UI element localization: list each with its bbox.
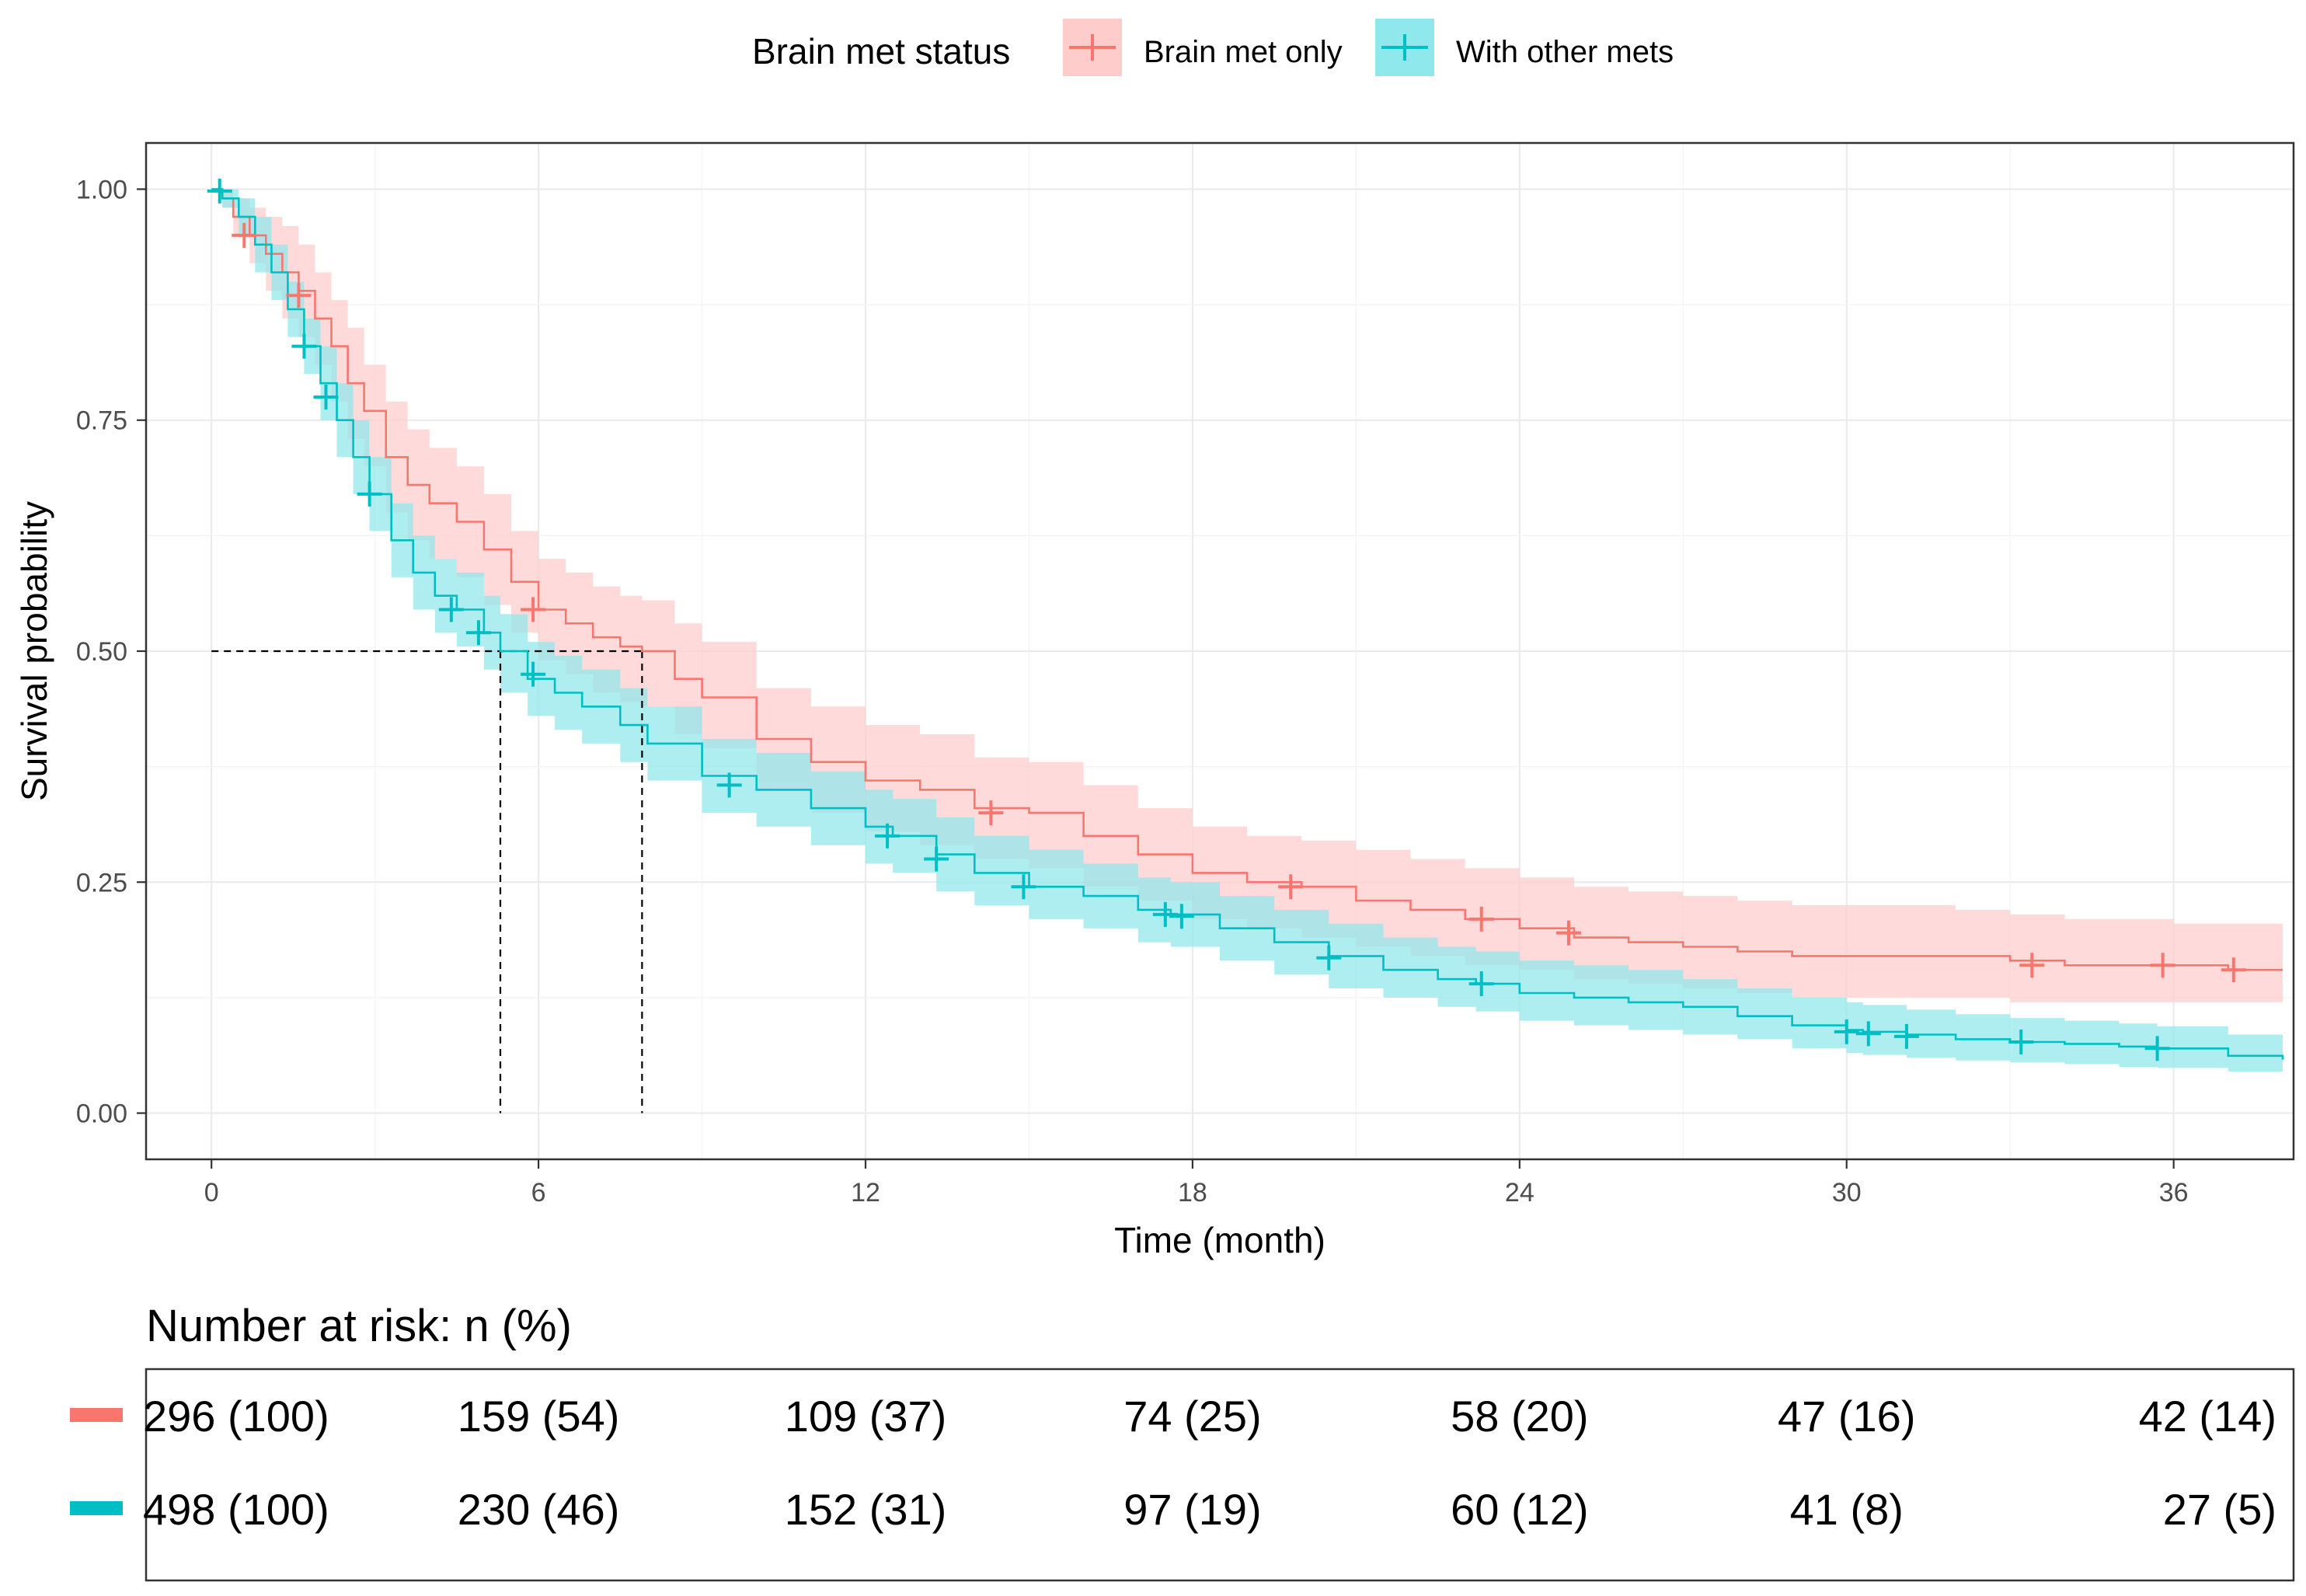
censor-marks: [207, 178, 2246, 1061]
legend-title: Brain met status: [752, 31, 1010, 71]
y-tick-label: 0.75: [76, 406, 127, 436]
censor-mark-brain-met-only: [2150, 953, 2175, 978]
x-tick-label: 0: [204, 1178, 219, 1207]
x-tick-label: 18: [1178, 1178, 1207, 1207]
censor-mark-with-other-mets: [1855, 1021, 1881, 1047]
x-tick-label: 24: [1505, 1178, 1534, 1207]
confidence-bands: [211, 189, 2283, 1075]
censor-mark-with-other-mets: [207, 178, 232, 204]
censor-mark-with-other-mets: [1893, 1023, 1919, 1049]
risk-cell: 296 (100): [143, 1392, 329, 1441]
risk-row-color-key: [70, 1501, 123, 1515]
censor-mark-with-other-mets: [1316, 945, 1342, 970]
x-tick-label: 6: [531, 1178, 546, 1207]
censor-mark-brain-met-only: [2221, 957, 2246, 983]
risk-table-frame: [145, 1368, 2295, 1582]
confidence-band-with-other-mets: [211, 189, 2283, 1075]
censor-mark-with-other-mets: [716, 772, 742, 798]
censor-mark-brain-met-only: [232, 222, 257, 248]
censor-mark-with-other-mets: [465, 620, 491, 646]
legend-label-brain-met-only: Brain met only: [1144, 35, 1343, 69]
censor-mark-brain-met-only: [1278, 874, 1304, 900]
censor-mark-with-other-mets: [924, 846, 949, 872]
censor-mark-with-other-mets: [2144, 1036, 2170, 1061]
risk-cell: 42 (14): [2139, 1392, 2276, 1441]
censor-mark-brain-met-only: [978, 800, 1004, 826]
risk-row-color-key: [70, 1408, 123, 1422]
y-axis-title: Survival probability: [14, 501, 54, 801]
risk-cell: 41 (8): [1790, 1485, 1904, 1534]
risk-cell: 74 (25): [1123, 1392, 1261, 1441]
y-tick-label: 0.00: [76, 1099, 127, 1129]
censor-mark-with-other-mets: [313, 385, 339, 409]
censor-mark-brain-met-only: [1468, 906, 1494, 932]
y-axis-ticks: 0.00 0.25 0.50 0.75 1.00: [76, 175, 146, 1129]
risk-cell: 60 (12): [1451, 1485, 1588, 1534]
censor-mark-brain-met-only: [1555, 920, 1581, 946]
risk-cell: 109 (37): [785, 1392, 947, 1441]
censor-mark-with-other-mets: [875, 823, 900, 849]
risk-cell: 47 (16): [1778, 1392, 1915, 1441]
survival-curve-brain-met-only: [211, 188, 2283, 971]
confidence-band-brain-met-only: [211, 189, 2283, 1002]
censor-mark-with-other-mets: [357, 481, 382, 507]
censor-mark-with-other-mets: [1169, 904, 1194, 929]
risk-cell: 27 (5): [2163, 1485, 2276, 1534]
risk-table-title: Number at risk: n (%): [146, 1301, 572, 1351]
legend-label-with-other-mets: With other mets: [1456, 35, 1674, 69]
risk-cell: 97 (19): [1123, 1485, 1261, 1534]
risk-cell: 58 (20): [1451, 1392, 1588, 1441]
risk-table-rows: 296 (100) 159 (54) 109 (37) 74 (25) 58 (20) 4…: [70, 1392, 2276, 1534]
x-axis-ticks: 0 6 12 18 24 30 36: [204, 1159, 2189, 1207]
x-axis-title: Time (month): [1114, 1220, 1325, 1260]
risk-cell: 152 (31): [785, 1485, 947, 1534]
censor-mark-with-other-mets: [521, 661, 546, 687]
median-reference-lines: [211, 650, 643, 1113]
legend: Brain met status Brain met only With oth…: [752, 19, 1674, 76]
y-tick-label: 0.50: [76, 637, 127, 667]
risk-cell: 159 (54): [458, 1392, 620, 1441]
censor-mark-with-other-mets: [438, 597, 464, 622]
y-tick-label: 1.00: [76, 175, 127, 204]
censor-mark-with-other-mets: [2008, 1029, 2034, 1054]
risk-row-brain-met-only: 296 (100) 159 (54) 109 (37) 74 (25) 58 (20) 4…: [70, 1392, 2276, 1441]
censor-mark-with-other-mets: [1011, 874, 1036, 900]
censor-mark-with-other-mets: [291, 333, 317, 359]
x-tick-label: 36: [2159, 1178, 2189, 1207]
risk-row-with-other-mets: 498 (100) 230 (46) 152 (31) 97 (19) 60 (12) 4…: [70, 1485, 2276, 1534]
censor-mark-with-other-mets: [1152, 901, 1178, 927]
x-tick-label: 12: [851, 1178, 880, 1207]
risk-cell: 498 (100): [143, 1485, 329, 1534]
censor-mark-with-other-mets: [1468, 971, 1494, 997]
censor-mark-with-other-mets: [1834, 1019, 1859, 1044]
censor-mark-brain-met-only: [286, 283, 312, 308]
x-tick-label: 30: [1832, 1178, 1862, 1207]
censor-mark-brain-met-only: [2019, 953, 2045, 978]
y-tick-label: 0.25: [76, 868, 127, 897]
risk-cell: 230 (46): [458, 1485, 620, 1534]
censor-mark-brain-met-only: [521, 597, 546, 622]
